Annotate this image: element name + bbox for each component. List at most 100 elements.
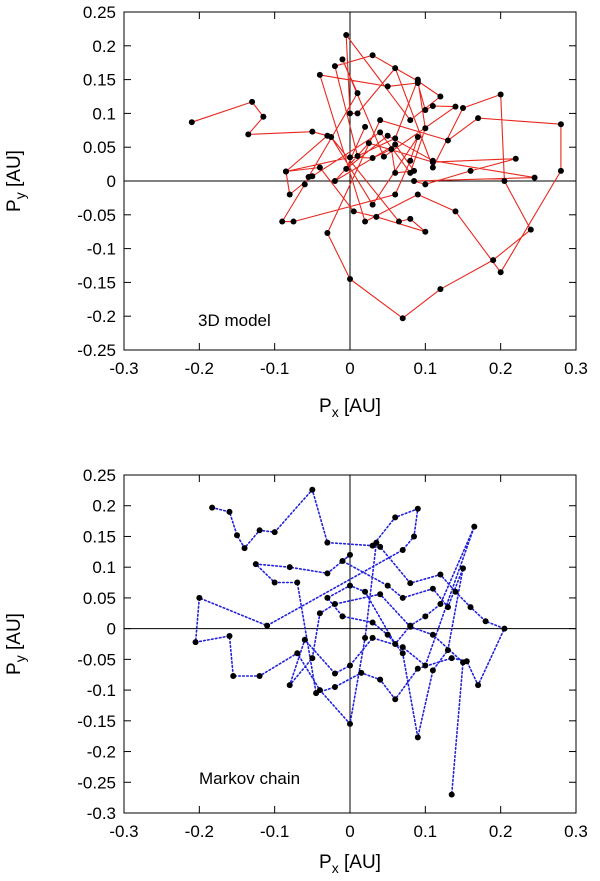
data-point [331,63,338,70]
data-point [209,504,216,511]
data-point [399,546,406,553]
data-point [343,31,350,38]
data-point [471,523,478,530]
y-tick-label: -0.15 [77,712,116,731]
data-point [448,655,455,662]
x-tick-label: -0.3 [109,359,138,378]
data-point [347,582,353,589]
data-point [482,618,489,625]
y-tick-label: 0.05 [83,138,116,157]
data-point [377,117,384,124]
data-point [354,110,361,117]
data-point [460,659,466,666]
y-tick-label: -0.2 [87,307,116,326]
data-point [377,591,384,598]
data-point [252,561,259,568]
data-point [347,720,353,727]
data-point [444,137,451,144]
data-point [369,634,376,641]
data-point [226,633,233,640]
data-point [188,119,195,126]
data-point [422,181,429,188]
data-point [256,672,263,679]
data-point [354,152,361,159]
data-point [230,672,237,679]
data-point [324,570,331,577]
data-point [365,140,372,147]
x-tick-label: 0.1 [414,822,438,841]
data-point [369,155,376,162]
data-point [347,276,353,283]
data-point [407,215,414,222]
x-tick-label: -0.1 [260,822,289,841]
data-point [475,115,482,122]
data-point [429,102,436,109]
y-axis-label: Py [AU] [4,150,28,212]
data-point [392,65,399,72]
x-tick-label: -0.2 [185,359,214,378]
data-point [313,690,320,697]
x-tick-label: 0.3 [564,822,588,841]
data-point [234,532,240,539]
data-point [557,121,564,128]
data-point [392,514,399,521]
y-tick-label: 0 [107,172,116,191]
data-point [245,131,252,138]
axis-ticks [123,11,577,351]
data-point [460,565,466,572]
data-point [331,178,338,184]
data-point [384,132,391,139]
y-tick-label: 0.05 [83,589,116,608]
data-point [362,218,369,225]
y-tick-label: 0.1 [92,104,116,123]
x-tick-label: 0.1 [414,359,438,378]
data-point [384,582,391,589]
data-point [399,594,406,601]
series-line-1 [194,488,506,796]
y-tick-label: 0 [107,620,116,639]
data-point [429,157,436,164]
data-point [407,157,414,164]
data-point [347,551,353,558]
data-point [557,167,564,174]
x-tick-label: 0.3 [564,359,588,378]
data-point [324,230,331,237]
y-tick-label: 0.1 [92,558,116,577]
data-point [369,201,376,208]
data-point [196,594,203,601]
data-point [301,636,308,643]
y-tick-label: -0.1 [87,240,116,259]
data-point [260,113,267,120]
x-tick-label: 0 [345,822,354,841]
data-point [414,665,421,672]
data-point [414,79,421,86]
data-point [444,604,451,611]
y-tick-label: 0.25 [83,466,116,485]
data-point [407,580,414,587]
axis-ticks [123,474,577,814]
data-point [452,103,459,110]
data-point [316,610,323,617]
data-point [512,155,519,162]
data-point [392,641,399,647]
y-tick-label: 0.15 [83,71,116,90]
chart-3d-model: -0.3 -0.2 -0.1 0 0.1 0.2 0.3 -0.25 -0.2 -0.15 -0.1… [4,3,588,420]
data-point [377,676,384,683]
data-point [448,791,455,798]
data-point [192,639,199,646]
data-point [256,527,263,534]
data-point [437,571,444,578]
data-point [290,218,297,225]
data-point [429,667,436,674]
data-point [309,486,316,493]
data-point [392,169,399,176]
data-point [437,601,444,608]
data-point [467,604,474,611]
data-point [347,154,353,161]
data-point [437,93,444,100]
data-point [358,669,365,676]
y-tick-label: -0.25 [77,341,116,360]
data-point [490,257,497,264]
data-point [331,601,338,608]
